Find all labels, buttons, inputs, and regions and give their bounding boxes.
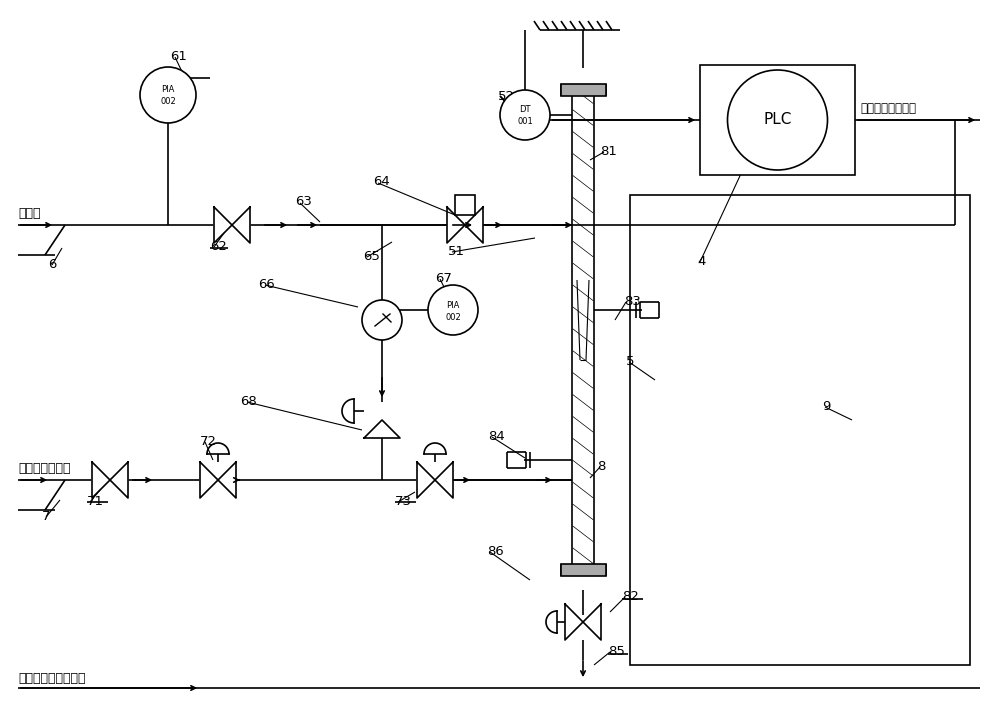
Text: 8: 8 xyxy=(597,460,605,473)
Bar xyxy=(572,88,594,570)
Polygon shape xyxy=(232,207,250,243)
Text: 84: 84 xyxy=(488,430,505,443)
Text: 85: 85 xyxy=(608,645,625,658)
Bar xyxy=(700,65,855,175)
Text: DT: DT xyxy=(519,106,531,114)
Polygon shape xyxy=(435,462,453,498)
Polygon shape xyxy=(364,420,400,438)
Circle shape xyxy=(140,67,196,123)
Text: 7: 7 xyxy=(42,510,50,523)
Polygon shape xyxy=(218,462,236,498)
Text: 工艺水: 工艺水 xyxy=(18,207,40,220)
Text: 52: 52 xyxy=(498,90,515,103)
Text: 65: 65 xyxy=(363,250,380,263)
Text: 4: 4 xyxy=(697,255,705,268)
Circle shape xyxy=(428,285,478,335)
Text: 82: 82 xyxy=(622,590,639,603)
Text: 001: 001 xyxy=(517,117,533,127)
Text: 在线传输分析结果: 在线传输分析结果 xyxy=(860,102,916,115)
Text: 5: 5 xyxy=(626,355,635,368)
Text: PLC: PLC xyxy=(763,112,792,127)
Text: 81: 81 xyxy=(600,145,617,158)
Bar xyxy=(455,195,475,215)
Text: 渣酸及洗水返回系统: 渣酸及洗水返回系统 xyxy=(18,672,86,685)
Text: 83: 83 xyxy=(624,295,641,308)
Polygon shape xyxy=(583,604,601,640)
Polygon shape xyxy=(417,462,435,498)
Polygon shape xyxy=(214,207,232,243)
Text: 68: 68 xyxy=(240,395,257,408)
Text: 9: 9 xyxy=(822,400,830,413)
Text: PIA: PIA xyxy=(446,300,460,310)
Circle shape xyxy=(500,90,550,140)
Polygon shape xyxy=(565,604,583,640)
Polygon shape xyxy=(200,462,218,498)
Text: 73: 73 xyxy=(395,495,412,508)
Circle shape xyxy=(362,300,402,340)
Text: 67: 67 xyxy=(435,272,452,285)
Polygon shape xyxy=(110,462,128,498)
Bar xyxy=(560,564,606,576)
Text: 63: 63 xyxy=(295,195,312,208)
Text: 72: 72 xyxy=(200,435,217,448)
Text: 64: 64 xyxy=(373,175,390,188)
Polygon shape xyxy=(447,207,465,243)
Polygon shape xyxy=(465,207,483,243)
Text: PIA: PIA xyxy=(161,86,175,94)
Text: 来自系统的渣酸: 来自系统的渣酸 xyxy=(18,462,70,475)
Text: 002: 002 xyxy=(160,97,176,107)
Bar xyxy=(560,84,606,96)
Text: 6: 6 xyxy=(48,258,56,271)
Circle shape xyxy=(728,70,828,170)
Text: 61: 61 xyxy=(170,50,187,63)
Polygon shape xyxy=(92,462,110,498)
Text: 86: 86 xyxy=(487,545,504,558)
Text: 66: 66 xyxy=(258,278,275,291)
Text: 62: 62 xyxy=(210,240,227,253)
Text: 51: 51 xyxy=(448,245,465,258)
Bar xyxy=(630,195,970,665)
Text: 71: 71 xyxy=(87,495,104,508)
Text: 002: 002 xyxy=(445,312,461,322)
